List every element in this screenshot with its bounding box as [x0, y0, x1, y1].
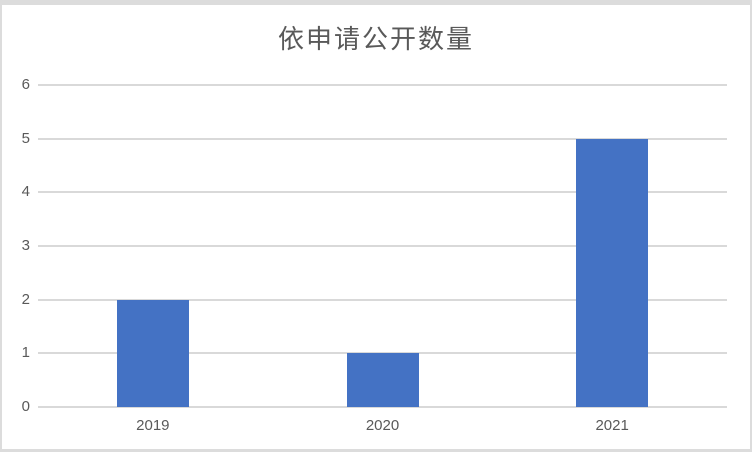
gridline — [38, 406, 727, 408]
bar-2019 — [116, 299, 189, 407]
plot-area: 0 1 2 3 4 5 6 2019 2020 2021 — [2, 5, 750, 449]
gridline — [38, 245, 727, 247]
y-tick-label: 3 — [21, 237, 30, 254]
x-tick-label: 2021 — [595, 417, 629, 434]
y-tick-label: 2 — [21, 290, 30, 308]
y-tick-label: 5 — [21, 129, 30, 147]
bar-2020 — [346, 353, 419, 407]
bar-2021 — [576, 138, 649, 407]
y-tick-label: 0 — [21, 398, 30, 415]
y-tick-label: 6 — [21, 76, 30, 93]
x-tick-label: 2020 — [365, 417, 400, 434]
gridline — [38, 84, 727, 86]
gridline — [38, 137, 727, 140]
gridline — [38, 191, 727, 194]
x-tick-label: 2019 — [136, 417, 170, 434]
gridline — [38, 298, 727, 301]
chart-title: 依申请公开数量 — [277, 24, 474, 54]
y-tick-label: 1 — [21, 344, 30, 362]
y-tick-label: 4 — [21, 183, 30, 201]
